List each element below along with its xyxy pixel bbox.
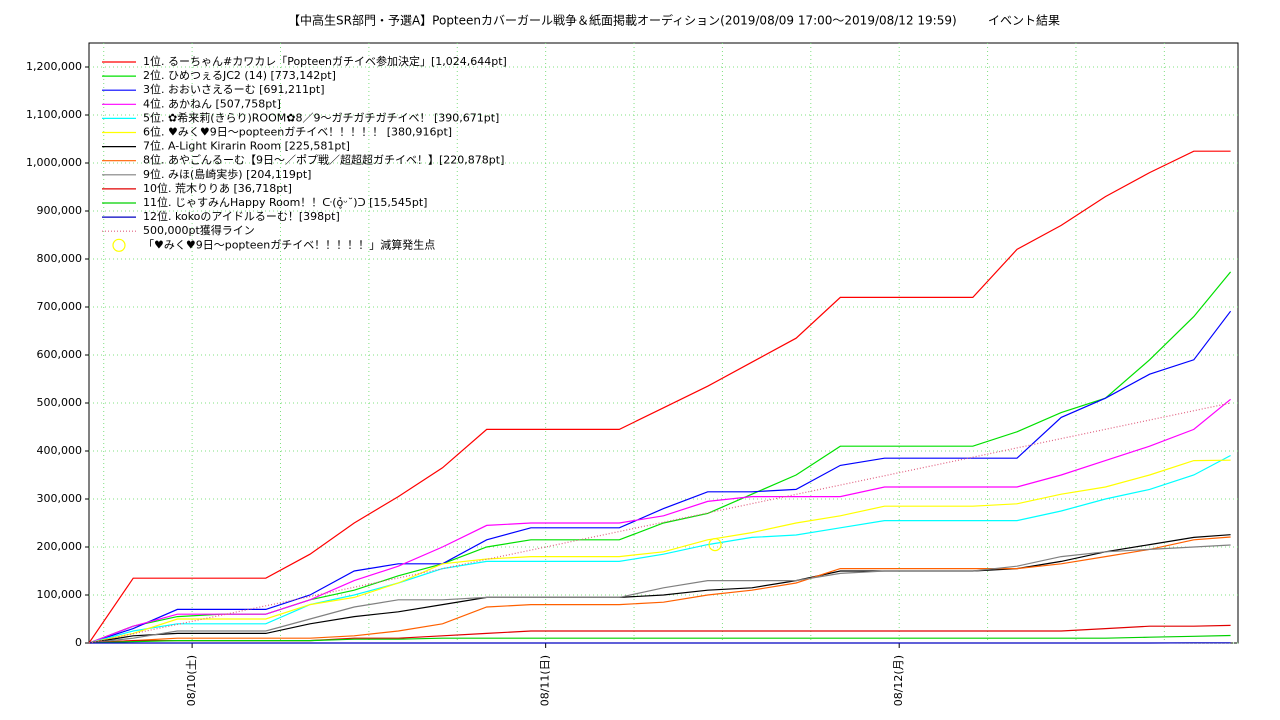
series-line xyxy=(88,459,1231,644)
marker xyxy=(708,537,722,552)
y-tick-label: 1,200,000 xyxy=(26,60,82,73)
legend-label: 11位. じゃすみんHappy Room！！ᑢ(ỏ̥ᵕ˘)ᑐ [15,545pt… xyxy=(143,195,427,209)
y-tick-label: 1,000,000 xyxy=(26,156,82,169)
legend-marker xyxy=(112,238,126,252)
legend-label: 6位. ♥みく♥9日～popteenガチイベ！！！！！ [380,916pt] xyxy=(143,125,452,139)
y-tick-label: 600,000 xyxy=(37,348,83,361)
legend-label: 500,000pt獲得ライン xyxy=(143,224,255,237)
chart-subtitle: イベント結果 xyxy=(988,14,1060,28)
y-tick-label: 700,000 xyxy=(37,300,83,313)
series-line xyxy=(88,454,1231,644)
series-line xyxy=(88,398,1231,644)
y-tick-label: 0 xyxy=(75,636,82,649)
y-tick-label: 400,000 xyxy=(37,444,83,457)
series-line xyxy=(88,271,1232,644)
legend-label: 7位. A-Light Kirarin Room [225,581pt] xyxy=(143,139,350,153)
y-tick-label: 1,100,000 xyxy=(26,108,82,121)
x-tick-label: 08/11(日) xyxy=(539,655,552,706)
series-line xyxy=(88,634,1231,644)
legend-label: 「♥みく♥9日～popteenガチイベ！！！！！」減算発生点 xyxy=(143,237,435,251)
y-tick-label: 200,000 xyxy=(37,540,83,553)
series-line xyxy=(88,544,1231,644)
series-line xyxy=(88,534,1231,644)
series-line xyxy=(88,310,1232,644)
legend-label: 12位. kokoのアイドルるーむ！[398pt] xyxy=(143,209,340,223)
x-tick-label: 08/12(月) xyxy=(892,655,905,706)
series-line xyxy=(88,402,1231,644)
y-tick-label: 500,000 xyxy=(37,396,83,409)
x-tick-label: 08/10(土) xyxy=(185,655,198,706)
legend-label: 3位. おおいさえるーむ [691,211pt] xyxy=(143,82,325,96)
y-tick-label: 800,000 xyxy=(37,252,83,265)
y-tick-label: 100,000 xyxy=(37,588,83,601)
legend-label: 5位. ✿希来莉(きらり)ROOM✿8／9～ガチガチガチイベ！ [390,671… xyxy=(143,110,499,124)
legend-label: 2位. ひめつぇるJC2 (14) [773,142pt] xyxy=(143,68,336,82)
legend-label: 8位. あやごんるーむ【9日～／ポプ戦／超超超ガチイベ！】[220,878pt] xyxy=(143,153,504,167)
chart-title: 【中高生SR部門・予選A】Popteenカバーガール戦争＆紙面掲載オーディション… xyxy=(288,13,957,28)
y-tick-label: 900,000 xyxy=(37,204,83,217)
legend-label: 4位. あかねん [507,758pt] xyxy=(143,96,281,110)
legend-label: 10位. 荒木りりあ [36,718pt] xyxy=(143,181,292,195)
series-line xyxy=(88,150,1231,644)
y-tick-label: 300,000 xyxy=(37,492,83,505)
legend-label: 9位. みほ(島崎実歩) [204,119pt] xyxy=(143,167,311,181)
series-line xyxy=(88,536,1231,644)
legend-label: 1位. るーちゃん#カワカレ「Popteenガチイベ参加決定」[1,024,64… xyxy=(143,54,507,68)
